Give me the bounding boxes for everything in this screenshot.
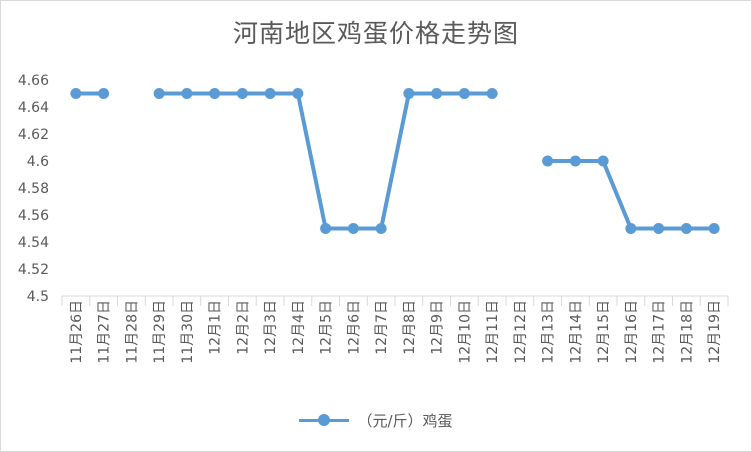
y-tick-label: 4.58 [18, 181, 49, 197]
data-point [625, 223, 637, 234]
data-point [403, 88, 415, 99]
data-point [209, 88, 221, 99]
y-axis-labels: 4.66 4.64 4.62 4.6 4.58 4.56 4.54 4.52 4.5 [18, 73, 49, 305]
data-point [708, 223, 720, 234]
y-tick-label: 4.5 [27, 289, 49, 305]
y-tick-label: 4.54 [18, 235, 49, 251]
chart-title: 河南地区鸡蛋价格走势图 [232, 19, 519, 48]
x-tick-label: 12月10日 [457, 300, 473, 364]
legend-marker-icon [299, 413, 350, 427]
data-point [292, 88, 304, 99]
data-point [181, 88, 193, 99]
data-point [70, 88, 82, 99]
y-tick-label: 4.56 [18, 208, 49, 224]
x-tick-label: 11月30日 [180, 300, 196, 364]
legend-label: （元/斤）鸡蛋 [357, 411, 453, 430]
x-tick-label: 12月1日 [208, 300, 224, 355]
x-tick-label: 12月14日 [568, 300, 584, 364]
data-point [680, 223, 692, 234]
data-point [236, 88, 248, 99]
x-tick-label: 12月11日 [485, 300, 501, 364]
x-tick-label: 12月2日 [235, 300, 251, 355]
x-tick-label: 12月3日 [263, 300, 279, 355]
data-point [458, 88, 470, 99]
series-line [547, 159, 715, 231]
data-point [653, 223, 665, 234]
data-point [569, 155, 581, 167]
data-point [153, 88, 165, 99]
x-tick-label: 12月17日 [652, 300, 668, 364]
x-tick-label: 12月9日 [430, 300, 446, 355]
x-tick-label: 12月4日 [291, 300, 307, 355]
x-axis: 11月26日 11月27日 11月28日 11月29日 11月30日 12月1日 12月2日… [61, 295, 729, 364]
x-tick-label: 12月18日 [679, 300, 695, 364]
y-tick-label: 4.6 [27, 154, 49, 170]
data-point [347, 223, 359, 234]
x-tick-label: 11月27日 [97, 300, 113, 364]
x-tick-label: 12月5日 [319, 300, 335, 355]
series-line [159, 91, 493, 231]
data-point [264, 88, 276, 99]
data-point [486, 88, 498, 99]
legend: （元/斤）鸡蛋 [0, 405, 752, 435]
x-tick-label: 12月8日 [402, 300, 418, 355]
x-tick-label: 12月7日 [374, 300, 390, 355]
data-point [431, 88, 443, 99]
x-tick-label: 11月26日 [69, 300, 85, 364]
x-tick-label: 12月15日 [596, 300, 612, 364]
y-tick-label: 4.52 [18, 262, 49, 278]
data-point [542, 155, 554, 167]
y-tick-label: 4.66 [18, 73, 49, 89]
x-tick-label: 12月13日 [541, 300, 557, 364]
x-tick-label: 11月29日 [152, 300, 168, 364]
data-point [375, 223, 387, 234]
data-point [320, 223, 332, 234]
x-tick-label: 12月12日 [513, 300, 529, 364]
x-tick-label: 12月6日 [346, 300, 362, 355]
x-tick-label: 12月19日 [707, 300, 723, 364]
x-tick-label: 12月16日 [624, 300, 640, 364]
data-point [597, 155, 609, 167]
data-point [98, 88, 110, 99]
series-layer [70, 88, 720, 234]
x-tick-label: 11月28日 [124, 300, 140, 364]
y-tick-label: 4.64 [18, 100, 49, 116]
y-tick-label: 4.62 [18, 127, 49, 143]
